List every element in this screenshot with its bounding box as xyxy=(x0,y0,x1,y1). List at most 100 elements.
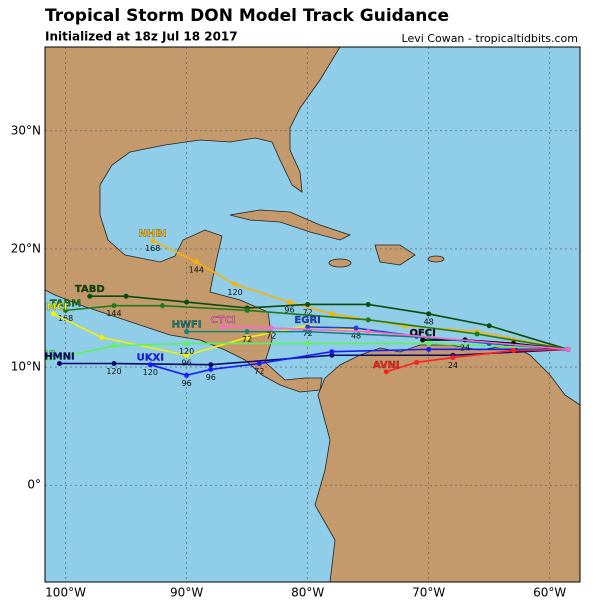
track-line xyxy=(59,348,568,366)
hour-label: 96 xyxy=(182,359,192,368)
hour-label: 72 xyxy=(303,308,313,317)
track-point xyxy=(426,311,432,317)
track-point xyxy=(383,369,389,375)
subtitle: Initialized at 18z Jul 18 2017 xyxy=(45,30,238,44)
track-point xyxy=(244,335,250,341)
x-tick-label: 100°W xyxy=(45,586,86,600)
track-point xyxy=(208,366,214,372)
track-point xyxy=(426,340,432,346)
track-point xyxy=(365,301,371,307)
track-point xyxy=(159,303,165,309)
track-point xyxy=(50,311,56,317)
track-point xyxy=(208,362,214,368)
track-line xyxy=(222,326,568,351)
track-line xyxy=(45,342,568,362)
track-point xyxy=(244,329,250,335)
track-point xyxy=(256,361,262,367)
hispaniola xyxy=(374,244,416,266)
hour-label: 96 xyxy=(206,373,216,382)
south-america xyxy=(314,344,580,582)
x-tick-label: 80°W xyxy=(291,586,324,600)
track-point xyxy=(329,352,335,358)
track-point xyxy=(329,311,335,317)
credit: Levi Cowan - tropicaltidbits.com xyxy=(402,32,578,45)
model-label: CTCI xyxy=(210,315,235,326)
track-point xyxy=(87,293,93,299)
track-point xyxy=(150,238,156,244)
model-label: HMNI xyxy=(44,352,74,363)
hour-label: 48 xyxy=(424,317,434,326)
track-line xyxy=(152,239,569,351)
track-point xyxy=(365,329,371,335)
track-point xyxy=(57,361,63,367)
track-point xyxy=(193,259,199,265)
hour-label: 96 xyxy=(284,306,294,315)
x-tick-label: 70°W xyxy=(412,586,445,600)
track-point xyxy=(111,361,117,367)
title: Tropical Storm DON Model Track Guidance xyxy=(45,6,449,26)
hour-label: 120 xyxy=(106,367,121,376)
cuba xyxy=(229,209,352,241)
track-point xyxy=(510,348,516,354)
track-point xyxy=(365,317,371,323)
hour-label: 72 xyxy=(242,335,252,344)
track-point xyxy=(184,352,190,358)
hour-label: 72 xyxy=(266,332,276,341)
track-point xyxy=(63,307,69,313)
track-point xyxy=(232,281,238,287)
hour-label: 120 xyxy=(179,347,194,356)
track-point xyxy=(486,323,492,329)
track-point xyxy=(184,299,190,305)
y-tick-label: 20°N xyxy=(11,241,41,255)
hour-label: 120 xyxy=(227,288,242,297)
track-point xyxy=(305,340,311,346)
track-point xyxy=(184,340,190,346)
model-label: CMCI xyxy=(39,302,67,313)
track-point xyxy=(305,301,311,307)
jamaica xyxy=(328,258,352,268)
model-label: NHBI xyxy=(139,229,167,240)
hour-label: 48 xyxy=(351,332,361,341)
puerto-rico xyxy=(427,255,445,263)
hour-label: 120 xyxy=(143,368,158,377)
hour-label: 24 xyxy=(448,361,458,370)
hour-label: 72 xyxy=(254,367,264,376)
hour-label: 168 xyxy=(58,314,73,323)
track-point xyxy=(123,293,129,299)
model-label: TABD xyxy=(75,284,105,295)
track-point xyxy=(353,325,359,331)
model-label: HWFI xyxy=(172,320,202,331)
track-point xyxy=(220,324,226,330)
track-point xyxy=(184,329,190,335)
track-point xyxy=(426,346,432,352)
track-point xyxy=(268,325,274,331)
track-point xyxy=(474,331,480,337)
model-label: OFCI xyxy=(409,328,435,339)
track-point xyxy=(111,343,117,349)
track-point xyxy=(287,299,293,305)
track-point xyxy=(99,335,105,341)
model-label: TABS xyxy=(27,349,56,360)
map-area: 96 120 144 168 NHBI 48 72 TABD 144 168 TABM 72 96 CMC… xyxy=(27,47,580,582)
track-point xyxy=(565,346,571,352)
hour-label: 96 xyxy=(182,379,192,388)
x-tick-label: 60°W xyxy=(533,586,566,600)
model-label: AVNI xyxy=(373,360,400,371)
hour-label: 168 xyxy=(145,244,160,253)
hour-label: 144 xyxy=(189,265,204,274)
track-point xyxy=(305,324,311,330)
y-tick-label: 0° xyxy=(27,478,41,492)
model-label: UKXI xyxy=(137,353,164,364)
model-label: EGRI xyxy=(294,315,320,326)
y-tick-label: 10°N xyxy=(11,360,41,374)
y-tick-label: 30°N xyxy=(11,123,41,137)
hour-label: 144 xyxy=(106,309,121,318)
hour-label: 24 xyxy=(460,343,470,352)
x-tick-label: 90°W xyxy=(170,586,203,600)
track-point xyxy=(305,329,311,335)
track-point xyxy=(111,303,117,309)
track-point xyxy=(414,359,420,365)
track-point xyxy=(244,307,250,313)
track-point xyxy=(184,372,190,378)
